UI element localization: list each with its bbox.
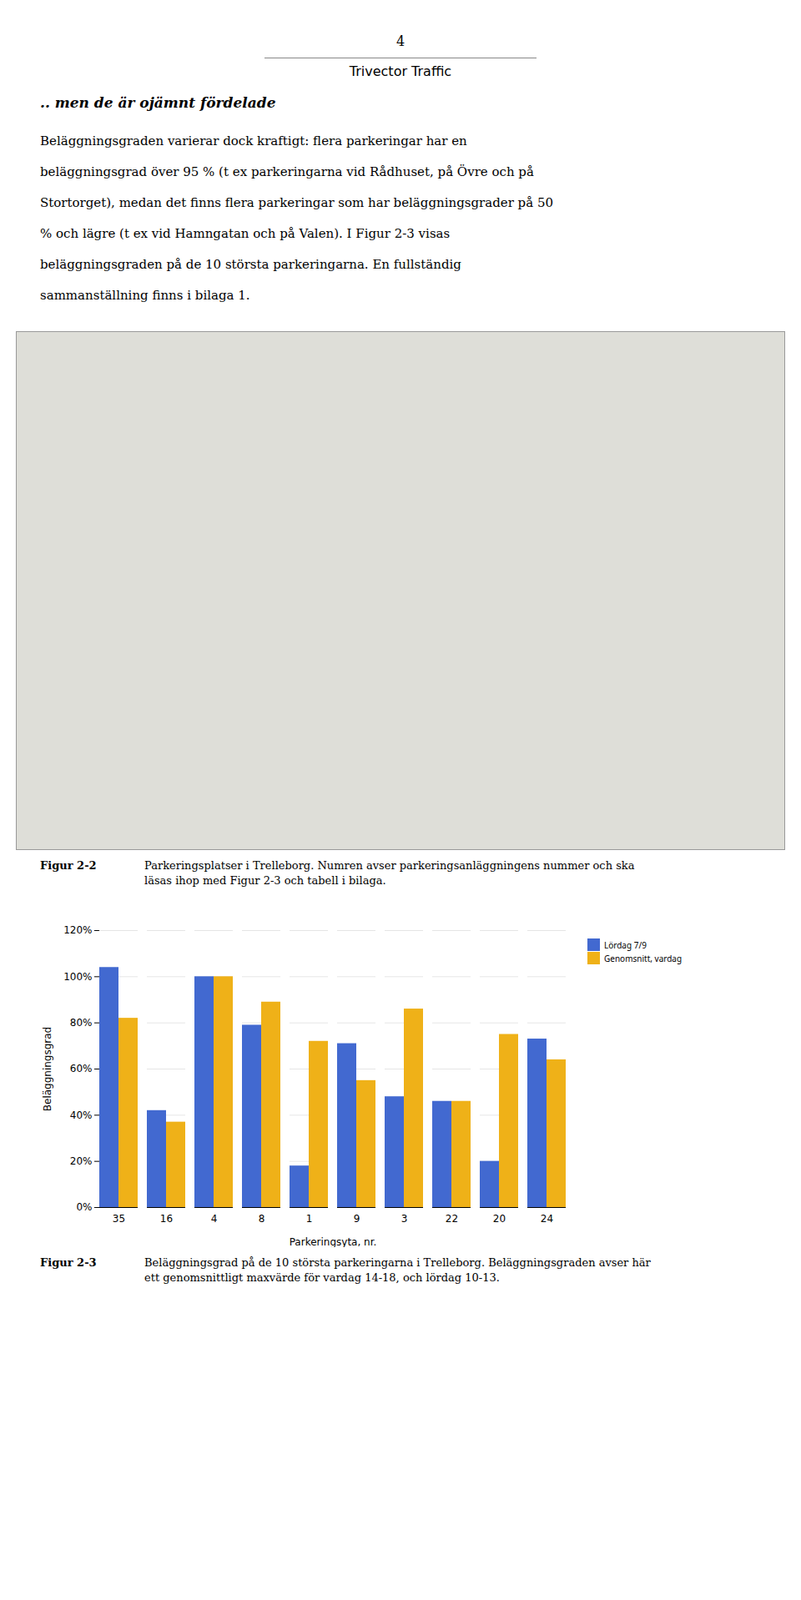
svg-text:20: 20 <box>493 1213 506 1225</box>
html-text:4: 4 <box>396 33 405 50</box>
svg-text:16: 16 <box>160 1213 173 1225</box>
svg-text:0%: 0% <box>75 1201 92 1214</box>
svg-text:9: 9 <box>353 1213 361 1225</box>
svg-text:35: 35 <box>112 1213 126 1225</box>
svg-text:20%: 20% <box>70 1155 93 1168</box>
svg-text:100%: 100% <box>63 971 92 983</box>
html-text:Genomsnitt, vardag: Genomsnitt, vardag <box>604 952 682 965</box>
svg-text:80%: 80% <box>70 1017 93 1029</box>
html-text:% och lägre (t ex vid Hamngata: % och lägre (t ex vid Hamngatan och på V… <box>40 226 450 242</box>
html-text:Beläggningsgraden varierar doc: Beläggningsgraden varierar dock kraftigt… <box>40 133 468 149</box>
svg-text:22: 22 <box>445 1213 459 1225</box>
html-text:beläggningsgrad över 95 % (t e: beläggningsgrad över 95 % (t ex parkerin… <box>40 164 534 180</box>
html-text:sammanställning finns i bilaga: sammanställning finns i bilaga 1. <box>40 287 250 303</box>
html-text:beläggningsgraden på de 10 stö: beläggningsgraden på de 10 största parke… <box>40 256 462 273</box>
svg-text:120%: 120% <box>63 924 92 937</box>
html-text:läsas ihop med Figur 2-3 och t: läsas ihop med Figur 2-3 och tabell i bi… <box>144 874 386 887</box>
html-text:.. men de är ojämnt fördelade: .. men de är ojämnt fördelade <box>40 94 276 111</box>
html-text:Stortorget), medan det finns f: Stortorget), medan det finns flera parke… <box>40 195 554 211</box>
svg-text:1: 1 <box>306 1213 313 1225</box>
html-text:Figur 2-2: Figur 2-2 <box>40 859 97 872</box>
html-text:ett genomsnittligt maxvärde fö: ett genomsnittligt maxvärde för vardag 1… <box>144 1271 500 1285</box>
html-text:Trivector Traffic: Trivector Traffic <box>349 63 452 80</box>
svg-text:4: 4 <box>211 1213 218 1225</box>
svg-text:3: 3 <box>401 1213 409 1225</box>
svg-text:8: 8 <box>258 1213 266 1225</box>
html-text:Beläggningsgrad på de 10 störs: Beläggningsgrad på de 10 största parkeri… <box>144 1256 651 1270</box>
html-text:Figur 2-3: Figur 2-3 <box>40 1256 97 1270</box>
svg-text:40%: 40% <box>70 1109 93 1122</box>
svg-text:24: 24 <box>540 1213 554 1225</box>
svg-text:Beläggningsgrad: Beläggningsgrad <box>41 1027 54 1112</box>
svg-text:60%: 60% <box>70 1062 93 1075</box>
html-text:Lördag 7/9: Lördag 7/9 <box>604 939 647 951</box>
html-text:Parkeringsplatser i Trelleborg: Parkeringsplatser i Trelleborg. Numren a… <box>144 859 635 872</box>
svg-text:Parkeringsyta, nr.: Parkeringsyta, nr. <box>289 1236 378 1249</box>
